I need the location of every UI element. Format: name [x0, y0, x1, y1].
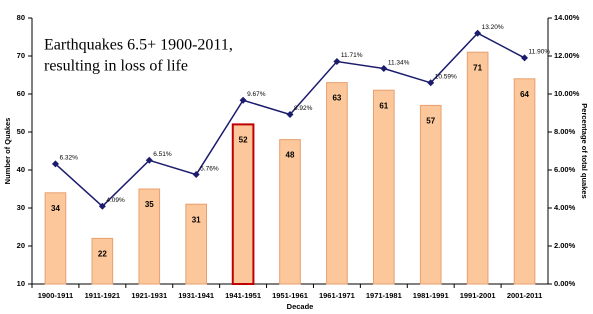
bar	[372, 89, 395, 285]
line-marker	[145, 156, 153, 164]
line-value-label: 8.92%	[294, 105, 313, 112]
line-marker	[286, 111, 294, 119]
y-tick-label: 40	[17, 165, 25, 174]
line-marker	[474, 29, 482, 37]
y-axis-title: Number of Quakes	[3, 118, 12, 185]
bar-value-label: 64	[520, 90, 529, 99]
line-marker	[98, 202, 106, 210]
bar	[466, 51, 489, 285]
x-tick-label: 1971-1981	[366, 291, 402, 300]
line-value-label: 6.32%	[59, 155, 78, 162]
line-marker	[427, 79, 435, 87]
bar-value-label: 52	[239, 136, 248, 145]
bar	[185, 203, 208, 285]
bar	[419, 104, 442, 285]
bar	[231, 123, 255, 286]
y2-tick-label: 2.00%	[554, 241, 576, 250]
bar	[44, 192, 67, 285]
x-tick-label: 1900-1911	[38, 291, 73, 300]
y-tick-label: 20	[17, 241, 25, 250]
line-marker	[380, 65, 388, 73]
line-marker	[51, 160, 59, 168]
bar	[513, 78, 536, 285]
line-value-label: 4.09%	[106, 197, 125, 204]
bar-value-label: 48	[286, 151, 295, 160]
line-value-label: 5.76%	[200, 165, 219, 172]
y2-tick-label: 8.00%	[554, 127, 576, 136]
y-tick-label: 80	[17, 13, 25, 22]
chart-title: Earthquakes 6.5+ 1900-2011,	[44, 37, 233, 54]
x-tick-label: 1951-1961	[272, 291, 308, 300]
x-tick-label: 1931-1941	[178, 291, 214, 300]
bar	[326, 82, 348, 285]
x-tick-label: 2001-2011	[507, 291, 542, 300]
bar-value-label: 71	[473, 63, 482, 72]
x-tick-label: 1991-2001	[460, 291, 496, 300]
bar-value-label: 34	[51, 204, 60, 213]
x-tick-label: 1911-1921	[85, 291, 120, 300]
y2-tick-label: 4.00%	[554, 203, 576, 212]
line-value-label: 10.59%	[435, 74, 457, 81]
line-marker	[333, 58, 341, 66]
y-tick-label: 70	[17, 51, 25, 60]
chart-title: resulting in loss of life	[44, 58, 188, 75]
y2-tick-label: 6.00%	[554, 165, 576, 174]
bar-value-label: 63	[332, 94, 341, 103]
bar-value-label: 31	[192, 215, 201, 224]
x-tick-label: 1981-1991	[413, 291, 449, 300]
y2-tick-label: 0.00%	[554, 279, 576, 288]
line-value-label: 11.71%	[341, 52, 363, 59]
y2-tick-label: 12.00%	[554, 51, 580, 60]
line-value-label: 11.90%	[529, 49, 551, 56]
y2-tick-label: 10.00%	[554, 89, 580, 98]
bar-value-label: 61	[379, 101, 388, 110]
y-tick-label: 10	[17, 279, 25, 288]
x-axis-title: Decade	[287, 302, 314, 311]
y-tick-label: 60	[17, 89, 25, 98]
y-tick-label: 50	[17, 127, 25, 136]
x-tick-label: 1961-1971	[319, 291, 355, 300]
line-marker	[239, 96, 247, 104]
x-tick-label: 1941-1951	[225, 291, 261, 300]
line-value-label: 13.20%	[482, 24, 504, 31]
y2-axis-title: Percentage of total quakes	[580, 103, 589, 198]
bar-value-label: 35	[145, 200, 154, 209]
y-tick-label: 30	[17, 203, 25, 212]
line-value-label: 9.67%	[247, 91, 266, 98]
bar	[138, 188, 161, 285]
y2-tick-label: 14.00%	[554, 13, 580, 22]
line-value-label: 11.34%	[388, 59, 410, 66]
bar	[279, 139, 301, 285]
line-value-label: 6.51%	[153, 151, 172, 158]
bar-value-label: 22	[98, 250, 107, 259]
x-tick-label: 1921-1931	[131, 291, 167, 300]
bar	[91, 237, 114, 285]
line-marker	[521, 54, 529, 62]
bar-value-label: 57	[426, 117, 435, 126]
line-marker	[192, 171, 200, 179]
